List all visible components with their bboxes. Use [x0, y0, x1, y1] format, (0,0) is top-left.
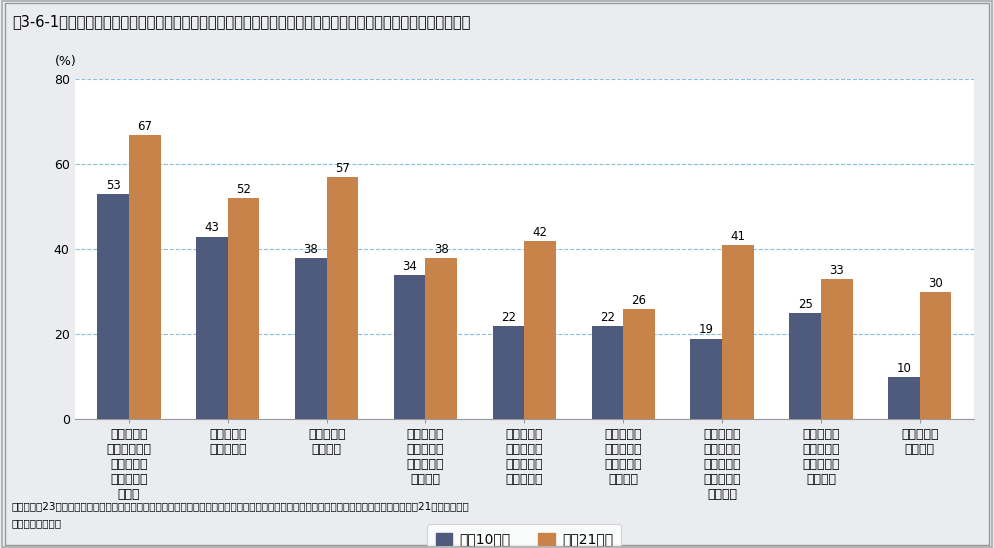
Text: 22: 22 — [501, 311, 516, 324]
Bar — [888, 377, 919, 419]
Bar — [425, 258, 457, 419]
Text: 42: 42 — [533, 226, 548, 239]
Bar — [525, 241, 556, 419]
Text: 38: 38 — [303, 243, 318, 256]
Text: 43: 43 — [205, 221, 220, 235]
Text: 25: 25 — [797, 298, 812, 311]
Text: 41: 41 — [731, 230, 746, 243]
Bar — [97, 194, 129, 419]
Bar — [623, 309, 655, 419]
Text: 22: 22 — [599, 311, 615, 324]
Legend: 平成10年度, 平成21年度: 平成10年度, 平成21年度 — [427, 524, 621, 548]
Text: 52: 52 — [237, 183, 251, 196]
Bar — [722, 245, 753, 419]
Text: (%): (%) — [55, 55, 77, 68]
Text: 19: 19 — [699, 323, 714, 336]
Text: 資料：平成23年版　子ども・若者白書（独立行政法人国立青少年教育振興機構「『青少年の体験活動等と自立に関する実態調査』報告書　平成21年度調査」）: 資料：平成23年版 子ども・若者白書（独立行政法人国立青少年教育振興機構「『青少… — [12, 501, 470, 511]
Text: 10: 10 — [897, 362, 911, 375]
Bar — [327, 177, 358, 419]
Text: 53: 53 — [105, 179, 120, 192]
Bar — [789, 313, 821, 419]
Bar — [493, 326, 525, 419]
Bar — [691, 339, 722, 419]
Bar — [591, 326, 623, 419]
Bar — [228, 198, 259, 419]
Bar — [295, 258, 327, 419]
Bar — [821, 279, 853, 419]
Text: 30: 30 — [928, 277, 943, 290]
Text: 38: 38 — [434, 243, 448, 256]
Bar — [394, 275, 425, 419]
Text: 図3-6-1　青少年の自然体験への取組状況（次の自然体験について「ほとんどしたことがない」と回答した割合）: 図3-6-1 青少年の自然体験への取組状況（次の自然体験について「ほとんどしたこ… — [12, 14, 470, 28]
Text: 67: 67 — [137, 119, 152, 133]
Bar — [129, 135, 161, 419]
Text: 34: 34 — [403, 260, 417, 273]
Text: 33: 33 — [829, 264, 844, 277]
Bar — [919, 292, 951, 419]
Text: 26: 26 — [631, 294, 646, 307]
Text: 57: 57 — [335, 162, 350, 175]
Bar — [196, 237, 228, 419]
Text: より環境省作成: より環境省作成 — [12, 518, 62, 528]
